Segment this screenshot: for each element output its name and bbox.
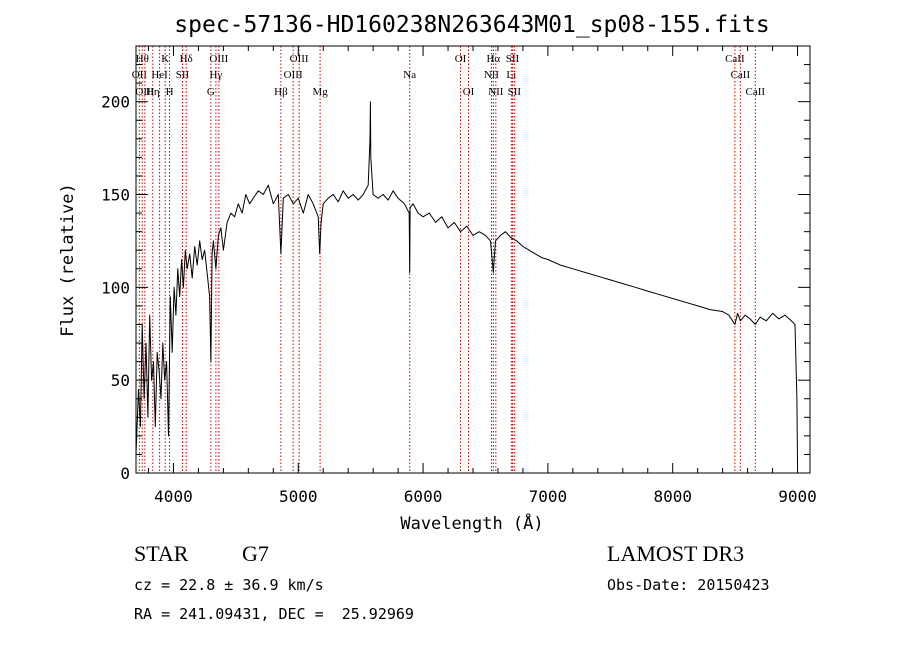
x-tick-label: 8000: [653, 487, 692, 506]
line-marker-label: NII: [488, 86, 504, 98]
line-marker-label: Hθ: [136, 53, 149, 65]
line-marker-label: OI: [463, 86, 475, 98]
x-tick-label: 4000: [154, 487, 193, 506]
x-tick-label: 7000: [529, 487, 568, 506]
line-marker-label: Mg: [312, 86, 328, 98]
y-tick-label: 0: [120, 464, 130, 483]
object-type-label: STAR: [134, 541, 189, 566]
y-axis-label: Flux (relative): [58, 183, 78, 337]
x-tick-label: 6000: [404, 487, 443, 506]
line-marker-label: Hδ: [180, 53, 193, 65]
series-layer: [135, 101, 798, 464]
line-marker-label: OI: [455, 53, 467, 65]
line-marker-label: SII: [506, 53, 520, 65]
line-marker-label: OIII: [284, 69, 303, 81]
axis-layer: 4000 5000 6000 7000 8000 9000 0 50 100 150 200: [101, 45, 817, 506]
line-marker-label: CaII: [731, 69, 751, 81]
line-marker-label: Na: [403, 69, 416, 81]
chart-title: spec-57136-HD160238N263643M01_sp08-155.f…: [174, 12, 769, 38]
survey-label: LAMOST DR3: [607, 541, 744, 566]
subclass-label: G7: [242, 541, 269, 566]
line-marker-label: SII: [176, 69, 190, 81]
velocity-label: cz = 22.8 ± 36.9 km/s: [134, 576, 324, 594]
y-tick-label: 100: [101, 278, 130, 297]
y-tick-label: 200: [101, 93, 130, 112]
line-marker-label: CaII: [746, 86, 766, 98]
line-marker-label: OIII: [209, 53, 228, 65]
x-axis-label: Wavelength (Å): [400, 512, 543, 534]
line-marker-label: OIII: [290, 53, 309, 65]
line-marker-label: Hη: [146, 86, 160, 98]
y-tick-label: 150: [101, 186, 130, 205]
line-marker-label: G: [207, 86, 215, 98]
x-tick-label: 9000: [778, 487, 817, 506]
coordinates-label: RA = 241.09431, DEC = 25.92969: [134, 605, 414, 623]
line-marker-label: OIII: [135, 86, 154, 98]
line-marker-label: Hγ: [209, 69, 222, 81]
line-marker-label: CaII: [725, 53, 745, 65]
line-marker-label: Li: [506, 69, 516, 81]
line-marker-label: H: [166, 86, 174, 98]
line-marker-label: Hβ: [274, 86, 288, 98]
line-marker-label: Hα: [486, 53, 500, 65]
line-marker-label: K: [161, 53, 169, 65]
line-marker-label: HeI: [151, 69, 168, 81]
x-tick-label: 5000: [279, 487, 318, 506]
plot-frame: [135, 45, 811, 474]
spectrum-line: [135, 101, 798, 464]
obs-date-label: Obs-Date: 20150423: [607, 576, 770, 594]
line-marker-layer: OIIHθOIIIHηHeIKHSIIHδGHγOIIIHβOIIIOIIIMg…: [132, 46, 766, 473]
y-tick-label: 50: [111, 371, 130, 390]
line-marker-label: NII: [484, 69, 500, 81]
line-marker-label: SII: [508, 86, 522, 98]
